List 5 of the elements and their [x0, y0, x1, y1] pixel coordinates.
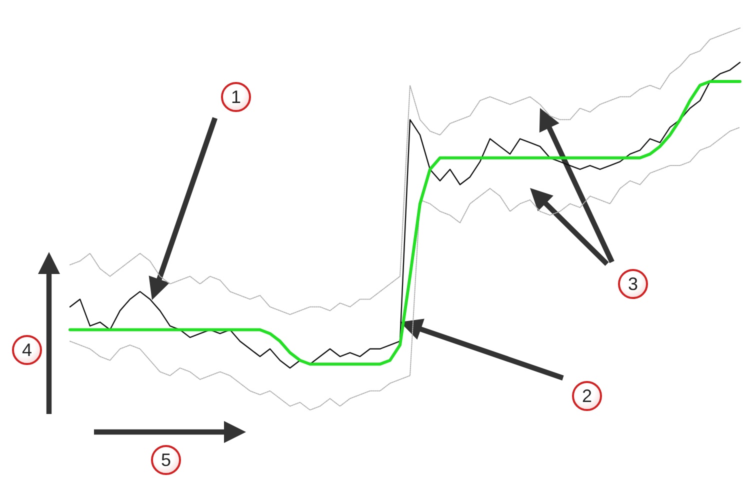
annotation: 2: [572, 381, 602, 411]
text: 4: [12, 335, 42, 365]
annotation: 1: [221, 82, 251, 112]
text: 5: [151, 445, 181, 475]
annotation: 3: [618, 269, 648, 299]
